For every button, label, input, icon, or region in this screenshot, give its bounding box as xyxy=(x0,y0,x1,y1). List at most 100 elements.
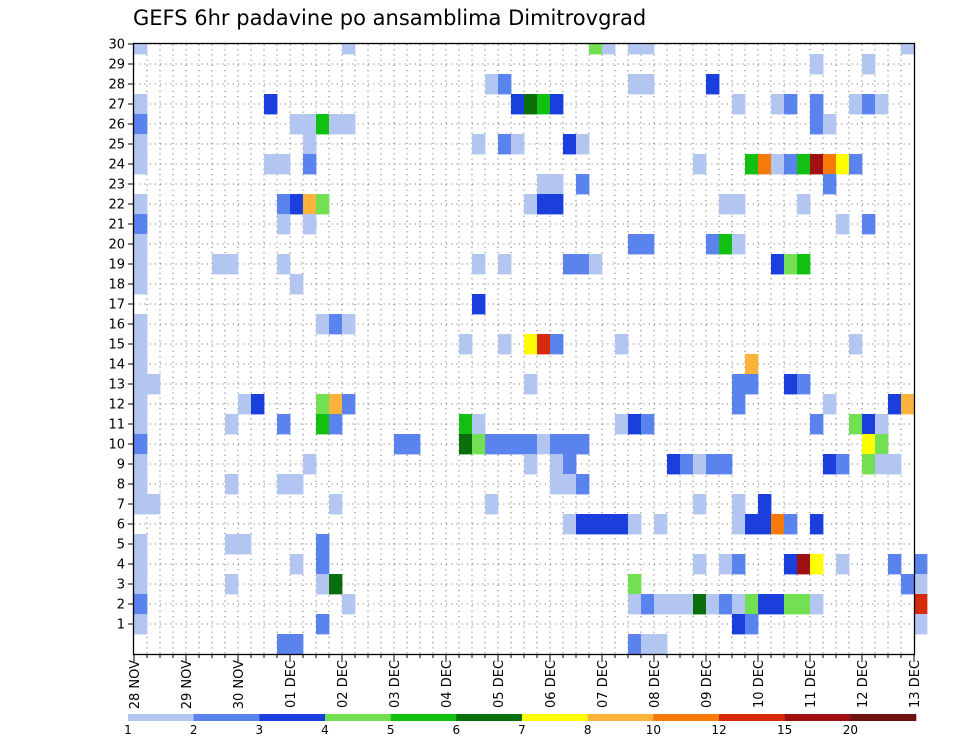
heatmap-cell xyxy=(797,254,811,275)
heatmap-cell xyxy=(628,74,642,95)
y-tick-label: 26 xyxy=(108,118,125,133)
heatmap-cell xyxy=(550,434,564,455)
heatmap-cell xyxy=(784,554,798,575)
heatmap-cell xyxy=(277,154,291,175)
colorbar-label: 20 xyxy=(843,723,858,737)
heatmap-cell xyxy=(342,394,356,415)
heatmap-cell xyxy=(875,434,889,455)
heatmap-cell xyxy=(888,554,902,575)
heatmap-cell xyxy=(134,214,148,235)
heatmap-cell xyxy=(277,634,291,655)
heatmap-cell xyxy=(589,254,603,275)
heatmap-cell xyxy=(693,554,707,575)
x-tick-label: 30 NOV xyxy=(232,660,247,709)
heatmap-cell xyxy=(901,394,915,415)
colorbar-label: 15 xyxy=(777,723,792,737)
colorbar-swatch xyxy=(653,714,720,721)
heatmap-cell xyxy=(875,454,889,475)
heatmap-cell xyxy=(862,414,876,435)
heatmap-cell xyxy=(810,114,824,135)
heatmap-cell xyxy=(615,414,629,435)
heatmap-cell xyxy=(498,434,512,455)
heatmap-cell xyxy=(641,74,655,95)
y-tick-label: 23 xyxy=(108,178,125,193)
y-tick-label: 1 xyxy=(117,618,125,633)
heatmap-cell xyxy=(914,594,928,615)
heatmap-cell xyxy=(134,454,148,475)
heatmap-cell xyxy=(238,394,252,415)
heatmap-cell xyxy=(745,354,759,375)
heatmap-cell xyxy=(134,534,148,555)
heatmap-cell xyxy=(732,514,746,535)
heatmap-cell xyxy=(329,574,343,595)
heatmap-cell xyxy=(134,274,148,295)
colorbar-label: 1 xyxy=(124,723,132,737)
heatmap-cell xyxy=(563,254,577,275)
heatmap-cell xyxy=(810,414,824,435)
heatmap-cell xyxy=(303,214,317,235)
y-tick-label: 17 xyxy=(108,298,125,313)
heatmap-cell xyxy=(771,154,785,175)
heatmap-cell xyxy=(329,414,343,435)
heatmap-cell xyxy=(524,434,538,455)
heatmap-cell xyxy=(641,594,655,615)
heatmap-cell xyxy=(459,334,473,355)
heatmap-cell xyxy=(316,414,330,435)
heatmap-cell xyxy=(628,44,642,55)
colorbar-label: 7 xyxy=(518,723,526,737)
colorbar-swatch xyxy=(784,714,851,721)
heatmap-cell xyxy=(134,254,148,275)
heatmap-cell xyxy=(329,114,343,135)
heatmap-cell xyxy=(862,454,876,475)
heatmap-cell xyxy=(134,314,148,335)
heatmap-cell xyxy=(524,194,538,215)
heatmap-cell xyxy=(797,594,811,615)
y-tick-label: 29 xyxy=(108,58,125,73)
heatmap-cell xyxy=(550,454,564,475)
heatmap-cell xyxy=(641,44,655,55)
heatmap-cell xyxy=(771,594,785,615)
heatmap-cell xyxy=(732,494,746,515)
heatmap-cell xyxy=(134,114,148,135)
heatmap-cell xyxy=(615,514,629,535)
heatmap-cell xyxy=(901,44,915,55)
heatmap-cell xyxy=(472,134,486,155)
y-tick-label: 14 xyxy=(108,358,125,373)
colorbar-swatch xyxy=(390,714,457,721)
colorbar-label: 5 xyxy=(387,723,395,737)
x-tick-label: 13 DEC xyxy=(908,660,923,708)
heatmap-cell xyxy=(732,554,746,575)
heatmap-cell xyxy=(784,254,798,275)
heatmap-cell xyxy=(563,134,577,155)
x-tick-label: 02 DEC xyxy=(336,660,351,708)
y-tick-label: 12 xyxy=(108,398,125,413)
y-axis: 1234567891011121314151617181920212223242… xyxy=(108,38,134,633)
heatmap-cell xyxy=(836,454,850,475)
heatmap-cell xyxy=(394,434,408,455)
heatmap-cell xyxy=(836,214,850,235)
heatmap-cell xyxy=(797,554,811,575)
colorbar-label: 8 xyxy=(584,723,592,737)
heatmap-cell xyxy=(784,514,798,535)
heatmap-cell xyxy=(706,594,720,615)
heatmap-cell xyxy=(524,454,538,475)
colorbar-label: 4 xyxy=(321,723,329,737)
heatmap-cell xyxy=(810,54,824,75)
heatmap-cell xyxy=(576,174,590,195)
heatmap-cell xyxy=(758,154,772,175)
heatmap-cell xyxy=(732,614,746,635)
heatmap-cell xyxy=(836,154,850,175)
heatmap-cell xyxy=(316,114,330,135)
heatmap-cell xyxy=(147,494,161,515)
heatmap-cell xyxy=(134,394,148,415)
heatmap-cell xyxy=(277,254,291,275)
heatmap-cell xyxy=(329,314,343,335)
heatmap-cell xyxy=(134,94,148,115)
heatmap-cell xyxy=(524,374,538,395)
heatmap-cell xyxy=(875,94,889,115)
heatmap-cell xyxy=(719,454,733,475)
heatmap-cell xyxy=(615,334,629,355)
heatmap-cell xyxy=(498,134,512,155)
heatmap-cell xyxy=(602,44,616,55)
colorbar-swatch xyxy=(456,714,523,721)
